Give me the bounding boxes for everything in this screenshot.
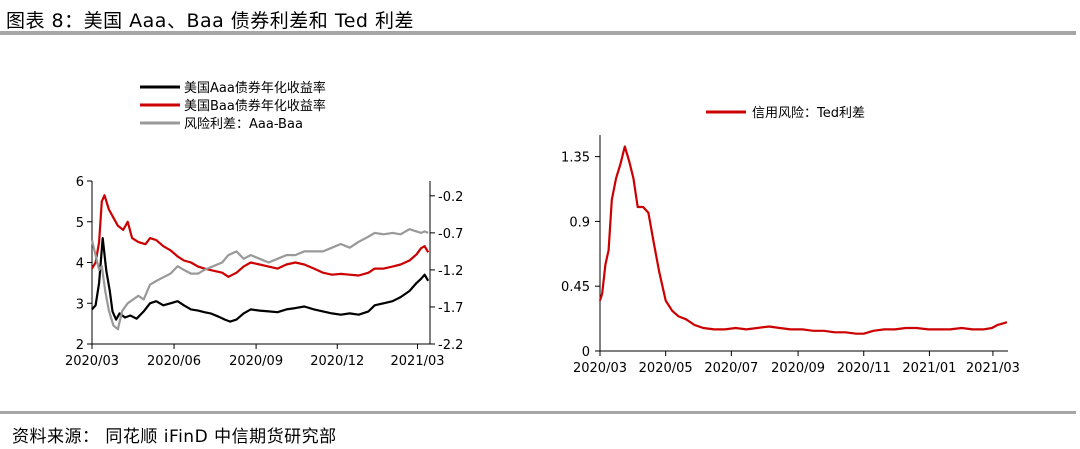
left-y-tick-label: 6 — [76, 175, 84, 190]
left-y-tick-label: 2 — [76, 338, 84, 353]
source-note: 资料来源： 同花顺 iFinD 中信期货研究部 — [12, 427, 337, 447]
x-tick-label: 2021/03 — [966, 361, 1020, 376]
right-y-tick-label: -0.2 — [438, 190, 463, 205]
x-tick-label: 2020/07 — [704, 361, 758, 376]
left-y-tick-label: 4 — [76, 257, 84, 272]
right-y-tick-label: -1.2 — [438, 264, 463, 279]
x-tick-label: 2021/03 — [391, 354, 445, 369]
x-tick-label: 2020/09 — [229, 354, 283, 369]
right-y-tick-label: -2.2 — [438, 338, 463, 353]
series-line-2 — [91, 194, 430, 278]
y-tick-label: 0.45 — [561, 280, 590, 295]
left-chart: 2 3 4 5 6 -2.2 -1.7 -1.2 -0.7 -0.2 2020/03 2020/06 2… — [65, 80, 463, 369]
legend-label: 美国Aaa债券年化收益率 — [184, 80, 326, 96]
left-y-tick-label: 5 — [76, 216, 84, 231]
y-tick-label: 1.35 — [561, 151, 590, 166]
x-tick-label: 2020/06 — [147, 354, 201, 369]
x-tick-label: 2020/05 — [639, 361, 693, 376]
y-tick-label: 0 — [582, 345, 590, 360]
x-tick-label: 2020/12 — [310, 354, 364, 369]
y-tick-label: 0.9 — [569, 215, 590, 230]
bottom-divider — [0, 411, 1076, 414]
top-divider — [0, 31, 1076, 35]
figure-title: 图表 8：美国 Aaa、Baa 债券利差和 Ted 利差 — [6, 10, 415, 32]
x-tick-label: 2020/03 — [65, 354, 119, 369]
x-tick-label: 2020/03 — [573, 361, 627, 376]
right-y-tick-label: -0.7 — [438, 227, 463, 242]
left-y-tick-label: 3 — [76, 297, 84, 312]
right-y-tick-label: -1.7 — [438, 301, 463, 316]
x-tick-label: 2021/01 — [902, 361, 956, 376]
series-line-3 — [90, 228, 429, 331]
series-line-1 — [598, 145, 1008, 335]
legend-label: 风险利差：Aaa-Baa — [184, 117, 303, 132]
right-chart: 0 0.45 0.9 1.35 2020/03 2020/05 2020/07 2020/09… — [561, 106, 1020, 376]
series-line-1 — [91, 237, 430, 323]
legend-label: 美国Baa债券年化收益率 — [184, 98, 326, 114]
x-tick-label: 2020/09 — [771, 361, 825, 376]
legend-label: 信用风险：Ted利差 — [752, 106, 865, 121]
x-tick-label: 2020/11 — [837, 361, 891, 376]
